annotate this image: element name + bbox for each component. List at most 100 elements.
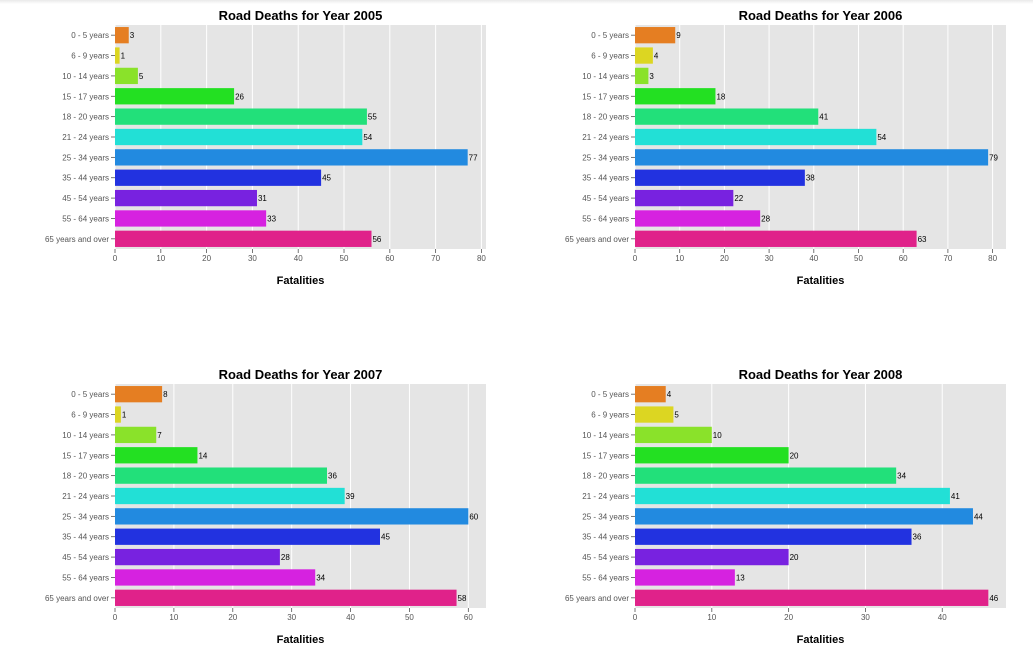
- y-tick-label: 55 - 64 years: [62, 573, 109, 582]
- data-label: 41: [819, 113, 828, 122]
- y-tick-label: 45 - 54 years: [62, 194, 109, 203]
- data-label: 34: [897, 472, 906, 481]
- y-tick-label: 65 years and over: [45, 594, 109, 603]
- data-label: 31: [258, 194, 267, 203]
- window-top-edge: [0, 0, 1033, 4]
- bar: [635, 128, 877, 146]
- y-tick-label: 15 - 17 years: [62, 92, 109, 101]
- y-tick-label: 45 - 54 years: [582, 194, 629, 203]
- x-tick-label: 50: [854, 254, 863, 263]
- bar: [115, 406, 121, 423]
- x-tick-label: 60: [385, 254, 394, 263]
- x-tick-label: 30: [287, 613, 296, 622]
- x-tick-label: 70: [943, 254, 952, 263]
- y-tick-label: 55 - 64 years: [582, 214, 629, 223]
- data-label: 20: [790, 553, 799, 562]
- x-tick-label: 40: [809, 254, 818, 263]
- data-label: 55: [368, 113, 377, 122]
- data-label: 5: [139, 72, 144, 81]
- x-tick-label: 0: [113, 254, 118, 263]
- bar: [115, 467, 327, 484]
- bar: [635, 47, 653, 64]
- data-label: 13: [736, 573, 745, 582]
- y-tick-label: 10 - 14 years: [62, 431, 109, 440]
- x-tick-label: 30: [765, 254, 774, 263]
- y-tick-label: 6 - 9 years: [71, 411, 109, 420]
- y-tick-label: 0 - 5 years: [591, 31, 629, 40]
- x-tick-label: 70: [431, 254, 440, 263]
- bar: [635, 548, 789, 566]
- y-tick-label: 15 - 17 years: [582, 451, 629, 460]
- data-label: 63: [918, 235, 927, 244]
- x-tick-label: 20: [202, 254, 211, 263]
- y-tick-label: 65 years and over: [565, 594, 629, 603]
- y-tick-label: 6 - 9 years: [71, 52, 109, 61]
- bar: [115, 528, 380, 545]
- y-tick-label: 45 - 54 years: [582, 553, 629, 562]
- y-tick-label: 6 - 9 years: [591, 411, 629, 420]
- y-tick-label: 25 - 34 years: [62, 153, 109, 162]
- bar: [635, 149, 989, 166]
- data-label: 33: [267, 214, 276, 223]
- bar: [115, 589, 457, 606]
- y-tick-label: 15 - 17 years: [582, 92, 629, 101]
- data-label: 60: [469, 512, 478, 521]
- bar: [115, 447, 198, 464]
- bar: [115, 88, 235, 105]
- y-tick-label: 25 - 34 years: [582, 153, 629, 162]
- y-tick-label: 35 - 44 years: [582, 533, 629, 542]
- x-tick-label: 20: [720, 254, 729, 263]
- data-label: 7: [157, 431, 162, 440]
- bar: [635, 67, 649, 85]
- y-tick-label: 21 - 24 years: [582, 492, 629, 501]
- x-tick-label: 30: [248, 254, 257, 263]
- data-label: 1: [122, 411, 127, 420]
- data-label: 58: [458, 594, 467, 603]
- bar: [635, 27, 676, 44]
- data-label: 3: [649, 72, 654, 81]
- bar: [635, 589, 989, 606]
- x-tick-label: 10: [675, 254, 684, 263]
- x-tick-label: 40: [938, 613, 947, 622]
- bar: [635, 508, 973, 525]
- x-tick-label: 10: [707, 613, 716, 622]
- data-label: 22: [734, 194, 743, 203]
- data-label: 4: [667, 390, 672, 399]
- y-tick-label: 10 - 14 years: [582, 72, 629, 81]
- chart-title: Road Deaths for Year 2008: [739, 367, 903, 382]
- y-tick-label: 65 years and over: [565, 235, 629, 244]
- data-label: 10: [713, 431, 722, 440]
- y-tick-label: 35 - 44 years: [62, 533, 109, 542]
- bar: [635, 88, 716, 105]
- bar: [635, 569, 735, 586]
- bar: [635, 528, 912, 545]
- data-label: 54: [877, 133, 886, 142]
- data-label: 36: [328, 472, 337, 481]
- data-label: 38: [806, 174, 815, 183]
- bar: [635, 406, 674, 423]
- data-label: 34: [316, 573, 325, 582]
- chart-panel-4: 4 5 10 20 34 41 44 36 20 13 46 0 - 5 years 6 - 9 yea…: [565, 367, 1006, 646]
- y-tick-label: 10 - 14 years: [62, 72, 109, 81]
- y-tick-label: 18 - 20 years: [62, 113, 109, 122]
- x-tick-label: 50: [405, 613, 414, 622]
- bar: [635, 108, 819, 125]
- y-tick-label: 0 - 5 years: [591, 390, 629, 399]
- y-tick-label: 65 years and over: [45, 235, 109, 244]
- chart-title: Road Deaths for Year 2006: [739, 8, 903, 23]
- data-label: 18: [716, 92, 725, 101]
- x-tick-label: 0: [633, 254, 638, 263]
- data-label: 3: [130, 31, 135, 40]
- y-tick-label: 0 - 5 years: [71, 31, 109, 40]
- y-tick-label: 21 - 24 years: [62, 133, 109, 142]
- x-tick-label: 50: [340, 254, 349, 263]
- x-tick-label: 20: [784, 613, 793, 622]
- bar: [115, 210, 267, 227]
- bar: [635, 386, 666, 403]
- x-tick-label: 30: [861, 613, 870, 622]
- x-axis-label: Fatalities: [797, 634, 845, 646]
- bar: [635, 210, 761, 227]
- bar: [115, 426, 157, 444]
